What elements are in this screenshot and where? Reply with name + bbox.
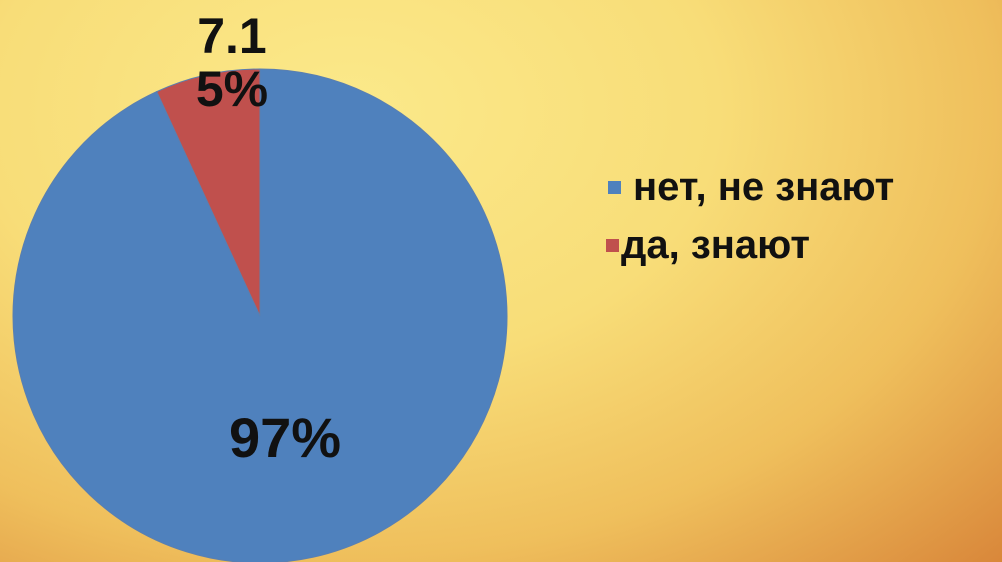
- legend-label: да, знают: [621, 223, 810, 267]
- data-label: 7.15%: [195, 8, 269, 117]
- pie-slice: [156, 68, 261, 317]
- legend-label: нет, не знают: [633, 165, 895, 209]
- data-label: 97%: [228, 406, 342, 470]
- legend-swatch: [608, 181, 621, 194]
- legend-entry: да, знают: [606, 223, 810, 268]
- legend-entry: нет, не знают: [608, 165, 894, 210]
- legend-swatch: [606, 239, 619, 252]
